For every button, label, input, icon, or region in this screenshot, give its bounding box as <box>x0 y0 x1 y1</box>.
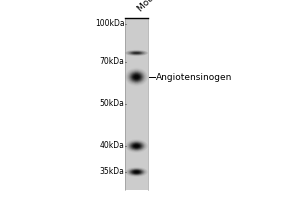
Ellipse shape <box>133 144 140 148</box>
Ellipse shape <box>134 145 139 147</box>
Ellipse shape <box>130 169 143 175</box>
Ellipse shape <box>131 170 142 174</box>
Ellipse shape <box>134 75 140 79</box>
Ellipse shape <box>130 142 143 150</box>
Ellipse shape <box>133 171 140 173</box>
Ellipse shape <box>131 170 142 174</box>
Ellipse shape <box>134 171 139 173</box>
Ellipse shape <box>130 142 143 150</box>
Ellipse shape <box>134 75 139 79</box>
Text: 40kDa: 40kDa <box>100 142 124 150</box>
Ellipse shape <box>131 170 142 174</box>
Bar <box>125 18 148 190</box>
Ellipse shape <box>130 169 143 175</box>
Ellipse shape <box>129 169 144 175</box>
Ellipse shape <box>133 52 140 54</box>
Ellipse shape <box>133 144 140 148</box>
Ellipse shape <box>134 144 140 148</box>
Ellipse shape <box>134 171 140 173</box>
Ellipse shape <box>130 142 142 150</box>
Ellipse shape <box>132 170 141 174</box>
Ellipse shape <box>129 51 144 55</box>
Ellipse shape <box>135 171 138 173</box>
Ellipse shape <box>132 144 141 148</box>
Ellipse shape <box>130 169 142 175</box>
Ellipse shape <box>132 143 141 149</box>
Ellipse shape <box>130 72 143 82</box>
Ellipse shape <box>131 73 142 81</box>
Ellipse shape <box>131 143 142 149</box>
Ellipse shape <box>130 72 143 82</box>
Ellipse shape <box>129 142 144 150</box>
Ellipse shape <box>134 171 139 173</box>
Ellipse shape <box>132 52 141 54</box>
Ellipse shape <box>131 143 142 149</box>
Ellipse shape <box>134 52 139 54</box>
Ellipse shape <box>131 52 142 54</box>
Ellipse shape <box>129 71 144 83</box>
Ellipse shape <box>132 73 141 81</box>
Text: 50kDa: 50kDa <box>100 99 124 108</box>
Ellipse shape <box>134 52 140 54</box>
Ellipse shape <box>131 73 142 81</box>
Text: 35kDa: 35kDa <box>100 168 124 176</box>
Ellipse shape <box>130 51 143 55</box>
Ellipse shape <box>133 52 140 54</box>
Ellipse shape <box>132 74 141 80</box>
Ellipse shape <box>133 74 140 80</box>
Text: Mouse liver: Mouse liver <box>136 0 180 13</box>
Ellipse shape <box>130 72 142 82</box>
Ellipse shape <box>130 52 143 54</box>
Ellipse shape <box>133 74 140 80</box>
Text: 100kDa: 100kDa <box>95 20 124 28</box>
Ellipse shape <box>134 144 139 148</box>
Ellipse shape <box>129 142 144 150</box>
Ellipse shape <box>129 51 144 55</box>
Ellipse shape <box>131 52 142 54</box>
Ellipse shape <box>131 143 142 149</box>
Ellipse shape <box>132 170 141 174</box>
Ellipse shape <box>135 145 138 147</box>
Text: Angiotensinogen: Angiotensinogen <box>156 72 232 82</box>
Ellipse shape <box>135 75 138 78</box>
Ellipse shape <box>133 170 140 174</box>
Text: 70kDa: 70kDa <box>100 58 124 66</box>
Ellipse shape <box>134 75 139 79</box>
Ellipse shape <box>129 169 144 175</box>
Ellipse shape <box>132 52 141 54</box>
Ellipse shape <box>129 71 144 83</box>
Ellipse shape <box>131 73 142 81</box>
